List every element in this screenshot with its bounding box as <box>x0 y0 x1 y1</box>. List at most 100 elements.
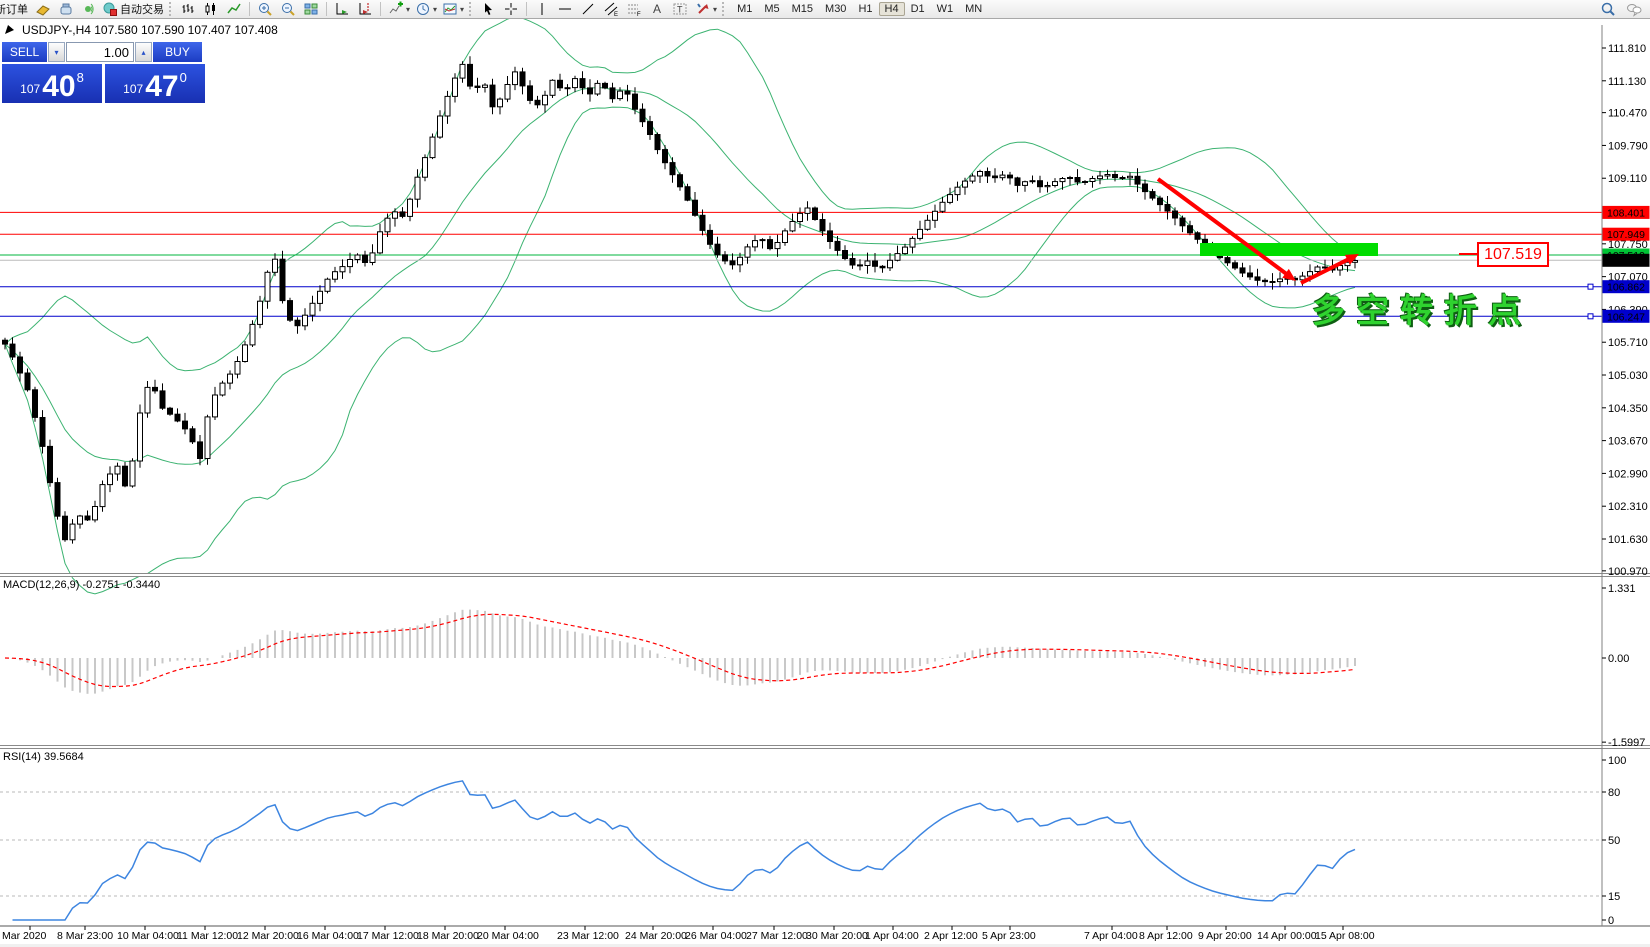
svg-text:18 Mar 20:00: 18 Mar 20:00 <box>417 930 479 942</box>
fibonacci-icon[interactable]: F <box>624 1 644 18</box>
buy-price-small: 107 <box>123 82 144 96</box>
arrows-dropdown-caret[interactable]: ▾ <box>713 4 718 14</box>
periods-dropdown-caret[interactable]: ▾ <box>433 4 438 14</box>
svg-text:14 Apr 00:00: 14 Apr 00:00 <box>1257 930 1317 942</box>
svg-text:8 Apr 12:00: 8 Apr 12:00 <box>1139 930 1193 942</box>
sell-button[interactable]: SELL <box>2 42 47 62</box>
candlestick-chart-icon[interactable] <box>201 1 221 18</box>
svg-text:11 Mar 12:00: 11 Mar 12:00 <box>177 930 238 942</box>
chart-shift-icon[interactable] <box>355 1 375 18</box>
chat-icon[interactable] <box>1624 1 1644 18</box>
svg-text:30 Mar 20:00: 30 Mar 20:00 <box>806 930 868 942</box>
svg-text:2 Apr 12:00: 2 Apr 12:00 <box>924 930 978 942</box>
sell-price-button[interactable]: 107 40 8 <box>2 64 102 103</box>
svg-text:0: 0 <box>1608 915 1614 927</box>
new-order-button[interactable]: 新订单 <box>0 1 30 17</box>
crosshair-icon[interactable] <box>501 1 521 18</box>
svg-text:12 Mar 20:00: 12 Mar 20:00 <box>237 930 299 942</box>
svg-text:102.990: 102.990 <box>1608 468 1648 480</box>
timeframe-d1[interactable]: D1 <box>910 3 925 15</box>
svg-text:110.470: 110.470 <box>1608 108 1647 120</box>
svg-text:100: 100 <box>1608 755 1626 767</box>
svg-text:80: 80 <box>1608 787 1620 799</box>
text-icon[interactable]: A <box>647 1 667 18</box>
buy-price-sup: 0 <box>179 70 187 85</box>
cursor-icon[interactable] <box>478 1 498 18</box>
svg-text:50: 50 <box>1608 835 1620 847</box>
autotrading-icon <box>103 2 117 16</box>
horizontal-line-icon[interactable] <box>555 1 575 18</box>
auto-scroll-icon[interactable] <box>332 1 352 18</box>
svg-text:F: F <box>637 12 641 17</box>
periods-icon[interactable] <box>413 1 433 18</box>
svg-text:107.750: 107.750 <box>1608 239 1648 251</box>
vertical-line-icon[interactable] <box>532 1 552 18</box>
svg-text:10 Mar 04:00: 10 Mar 04:00 <box>117 930 179 942</box>
line-chart-icon[interactable] <box>224 1 244 18</box>
volume-input[interactable] <box>66 42 134 62</box>
zoom-in-icon[interactable] <box>255 1 275 18</box>
svg-text:A: A <box>653 2 661 16</box>
bar-chart-icon[interactable] <box>178 1 198 18</box>
price-label-connector <box>1459 253 1477 255</box>
annotation-text: 多空转折点 <box>1312 292 1532 329</box>
svg-text:E: E <box>614 12 618 17</box>
svg-text:100.970: 100.970 <box>1608 566 1648 578</box>
market-watch-icon[interactable] <box>33 1 53 18</box>
cursor-marker-icon <box>5 25 14 34</box>
equidistant-channel-icon[interactable]: E <box>601 1 621 18</box>
svg-text:109.790: 109.790 <box>1608 140 1648 152</box>
volume-increase-button[interactable]: ▴ <box>135 42 152 62</box>
zoom-out-icon[interactable] <box>278 1 298 18</box>
symbol-ohlc-text: USDJPY-,H4 107.580 107.590 107.407 107.4… <box>22 23 278 37</box>
timeframe-mn[interactable]: MN <box>965 3 983 15</box>
indicators-dropdown-caret[interactable]: ▾ <box>406 4 411 14</box>
timeframe-m5[interactable]: M5 <box>764 3 780 15</box>
svg-text:101.630: 101.630 <box>1608 534 1648 546</box>
timeframe-m15[interactable]: M15 <box>791 3 814 15</box>
svg-text:T: T <box>677 5 683 15</box>
svg-text:9 Apr 20:00: 9 Apr 20:00 <box>1198 930 1252 942</box>
svg-text:15 Apr 08:00: 15 Apr 08:00 <box>1315 930 1375 942</box>
timeframe-h4[interactable]: H4 <box>878 2 905 16</box>
svg-text:103.670: 103.670 <box>1608 436 1648 448</box>
tile-windows-icon[interactable] <box>301 1 321 18</box>
templates-dropdown-caret[interactable]: ▾ <box>460 4 465 14</box>
chart-canvas[interactable]: 111.810 111.130 110.470 109.790 109.110 107.7… <box>0 19 1650 947</box>
timeframe-m30[interactable]: M30 <box>825 3 847 15</box>
buy-price-button[interactable]: 107 47 0 <box>105 64 205 103</box>
svg-text:27 Mar 12:00: 27 Mar 12:00 <box>746 930 808 942</box>
templates-icon[interactable] <box>440 1 460 18</box>
svg-text:20 Mar 04:00: 20 Mar 04:00 <box>477 930 539 942</box>
indicators-icon[interactable] <box>386 1 406 18</box>
text-label-icon[interactable]: T <box>670 1 690 18</box>
sell-price-big: 40 <box>42 70 76 103</box>
timeframe-h1[interactable]: H1 <box>858 3 873 15</box>
price-label-107519[interactable]: 107.519 <box>1477 242 1549 267</box>
svg-text:111.130: 111.130 <box>1608 76 1646 88</box>
svg-text:105.710: 105.710 <box>1608 337 1648 349</box>
volume-decrease-button[interactable]: ▾ <box>48 42 65 62</box>
svg-text:1 Apr 04:00: 1 Apr 04:00 <box>865 930 919 942</box>
signals-icon[interactable] <box>79 1 99 18</box>
svg-text:104.350: 104.350 <box>1608 403 1648 415</box>
data-center-icon[interactable] <box>56 1 76 18</box>
autotrading-button[interactable]: 自动交易 <box>102 1 164 17</box>
timeframe-w1[interactable]: W1 <box>936 3 954 15</box>
svg-text:108.401: 108.401 <box>1607 207 1645 219</box>
sell-price-sup: 8 <box>76 70 84 85</box>
buy-button[interactable]: BUY <box>153 42 202 62</box>
rsi-label: RSI(14) 39.5684 <box>3 751 84 763</box>
svg-text:26 Mar 04:00: 26 Mar 04:00 <box>685 930 747 942</box>
svg-text:1.331: 1.331 <box>1608 583 1636 595</box>
timeframe-m1[interactable]: M1 <box>737 3 753 15</box>
svg-text:107.949: 107.949 <box>1607 229 1645 241</box>
svg-text:16 Mar 04:00: 16 Mar 04:00 <box>297 930 359 942</box>
svg-text:15: 15 <box>1608 891 1620 903</box>
arrows-tool-icon[interactable] <box>693 1 713 18</box>
trendline-icon[interactable] <box>578 1 598 18</box>
timeframe-bar: M1 M5 M15 M30 H1 H4 D1 W1 MN <box>731 2 988 16</box>
search-icon[interactable] <box>1598 1 1618 18</box>
svg-text:106.862: 106.862 <box>1607 282 1645 294</box>
